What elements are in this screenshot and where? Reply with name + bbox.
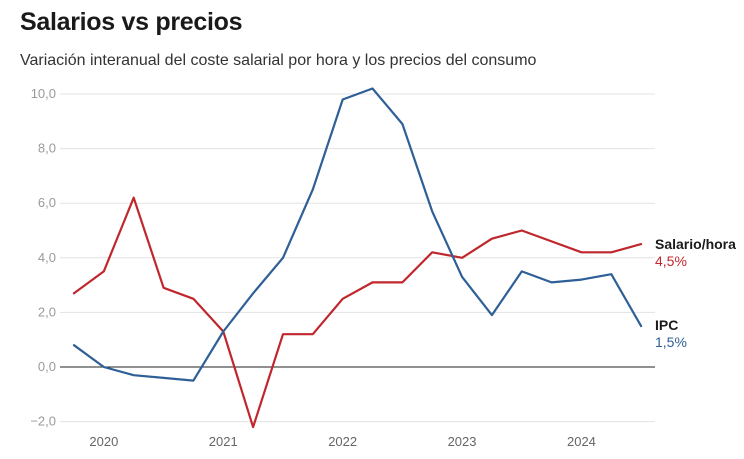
series-end-value-salario-hora: 4,5% [655, 253, 687, 269]
y-tick-label: 0,0 [38, 359, 56, 374]
series-line-salario-hora [72, 196, 643, 429]
y-tick-label: 10,0 [31, 86, 56, 101]
x-tick-label: 2022 [328, 434, 357, 449]
series-name-ipc: IPC [655, 317, 678, 333]
series-line-ipc [72, 87, 643, 382]
chart-title: Salarios vs precios [20, 8, 243, 36]
y-tick-label: 4,0 [38, 250, 56, 265]
x-tick-label: 2021 [209, 434, 238, 449]
series-end-value-ipc: 1,5% [655, 334, 687, 350]
y-tick-label: 2,0 [38, 304, 56, 319]
chart-subtitle: Variación interanual del coste salarial … [20, 52, 537, 69]
x-tick-label: 2020 [89, 434, 118, 449]
y-tick-label: 8,0 [38, 141, 56, 156]
x-tick-label: 2024 [567, 434, 596, 449]
y-tick-label: 6,0 [38, 195, 56, 210]
series-name-salario-hora: Salario/hora [655, 236, 736, 252]
x-tick-label: 2023 [448, 434, 477, 449]
y-tick-label: −2,0 [30, 414, 56, 429]
